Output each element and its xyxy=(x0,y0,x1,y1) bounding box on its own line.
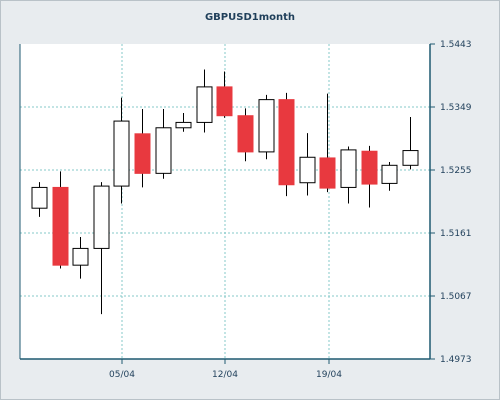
y-tick-label: 1.5349 xyxy=(440,103,472,113)
candle xyxy=(175,113,192,132)
candle-body xyxy=(72,247,89,266)
candle-body xyxy=(402,150,419,166)
x-tick-labels: 05/04 12/04 19/04 xyxy=(109,370,342,380)
candle xyxy=(299,133,316,196)
candle xyxy=(72,237,89,279)
candle xyxy=(196,69,213,133)
chart-title: GBPUSD1month xyxy=(204,12,296,23)
candle xyxy=(319,93,336,193)
candle xyxy=(340,146,357,204)
candle xyxy=(93,182,110,315)
candle xyxy=(113,97,130,204)
candle-body xyxy=(93,185,110,249)
candle-body xyxy=(31,186,48,209)
candle-body xyxy=(196,86,213,123)
candle xyxy=(134,109,151,188)
candle xyxy=(278,92,295,197)
y-tick-labels: 1.5443 1.5349 1.5255 1.5161 1.5067 1.4973 xyxy=(440,40,472,365)
x-tick-label: 19/04 xyxy=(316,370,342,380)
candles xyxy=(31,69,419,315)
candle xyxy=(31,182,48,217)
y-tick-label: 1.5067 xyxy=(440,292,472,302)
candle-body xyxy=(299,156,316,184)
candle-body xyxy=(134,133,151,174)
axes xyxy=(19,43,435,364)
candle-body xyxy=(175,121,192,129)
candle xyxy=(216,71,233,118)
candle xyxy=(381,161,398,191)
candle xyxy=(402,117,419,170)
y-tick-label: 1.5443 xyxy=(440,40,472,50)
candle-body xyxy=(237,115,254,153)
candle-body xyxy=(155,127,172,174)
candle-body xyxy=(381,164,398,184)
x-tick-label: 05/04 xyxy=(109,370,135,380)
candle-body xyxy=(361,150,378,185)
candle-body xyxy=(278,99,295,186)
candle-body xyxy=(113,120,130,187)
x-tick-label: 12/04 xyxy=(212,370,238,380)
candle xyxy=(237,108,254,162)
candle-body xyxy=(216,86,233,117)
candle-body xyxy=(258,99,275,153)
candle xyxy=(361,145,378,208)
candle-body xyxy=(319,157,336,189)
candle xyxy=(258,94,275,160)
candle-body xyxy=(52,186,69,266)
candle xyxy=(52,171,69,269)
candle xyxy=(155,109,172,179)
y-tick-label: 1.5161 xyxy=(440,229,472,239)
y-tick-label: 1.5255 xyxy=(440,166,472,176)
candle-body xyxy=(340,149,357,188)
y-tick-label: 1.4973 xyxy=(440,355,472,365)
